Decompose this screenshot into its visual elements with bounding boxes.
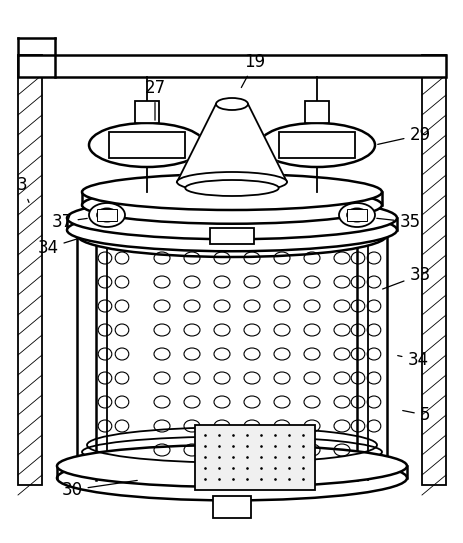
Bar (109, 132, 185, 158)
Text: 34: 34 (397, 351, 428, 369)
Text: 34: 34 (38, 239, 77, 257)
Text: 37: 37 (51, 213, 87, 231)
Text: 30: 30 (61, 481, 137, 499)
Ellipse shape (57, 445, 406, 487)
Ellipse shape (89, 203, 125, 227)
Bar (278, 132, 354, 158)
Text: 29: 29 (377, 126, 430, 144)
Ellipse shape (82, 186, 381, 224)
Ellipse shape (258, 123, 374, 167)
Text: 19: 19 (241, 53, 265, 87)
Text: 5: 5 (402, 406, 429, 424)
Bar (18, 55, 42, 485)
Ellipse shape (57, 456, 406, 501)
Text: 35: 35 (376, 213, 419, 231)
Ellipse shape (97, 209, 117, 222)
Ellipse shape (89, 123, 205, 167)
Polygon shape (176, 104, 287, 182)
Ellipse shape (338, 203, 374, 227)
Text: 33: 33 (382, 266, 430, 289)
Ellipse shape (67, 209, 396, 251)
Ellipse shape (216, 98, 247, 110)
Bar (210, 228, 253, 244)
Text: 27: 27 (144, 79, 165, 120)
Bar (97, 209, 117, 221)
Bar (18, 55, 445, 77)
Text: 3: 3 (17, 176, 29, 203)
Bar (135, 101, 159, 123)
Ellipse shape (346, 209, 366, 222)
Ellipse shape (67, 197, 396, 239)
Bar (304, 101, 328, 123)
Ellipse shape (82, 174, 381, 210)
Ellipse shape (176, 172, 287, 192)
Ellipse shape (185, 180, 278, 196)
Bar (213, 496, 250, 518)
Bar (421, 55, 445, 485)
Ellipse shape (77, 213, 386, 257)
Bar (194, 425, 314, 490)
Bar (346, 209, 366, 221)
